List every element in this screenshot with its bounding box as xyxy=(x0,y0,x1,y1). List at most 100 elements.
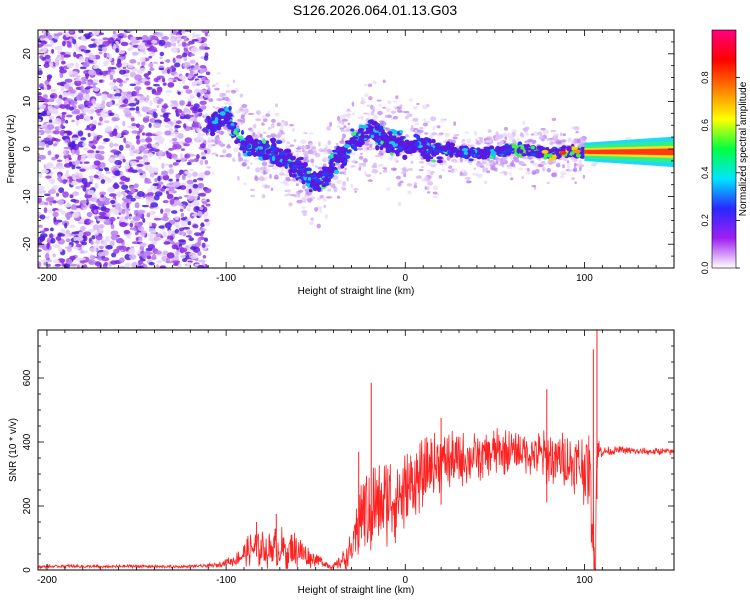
spectrogram-noise-cell xyxy=(201,30,208,34)
spectrogram-noise-cell xyxy=(79,168,86,172)
spectrogram-core-cell xyxy=(275,161,283,167)
spectrogram-noise-cell xyxy=(123,74,129,78)
spectrogram-halo-cell xyxy=(424,185,427,190)
spectrogram-noise-cell xyxy=(132,216,141,222)
spectrogram-noise-cell xyxy=(170,38,176,45)
spectrogram-halo-cell xyxy=(243,182,247,186)
spectrogram-noise-cell xyxy=(159,56,163,60)
spectrogram-noise-cell xyxy=(164,130,172,136)
spectrogram-noise-cell xyxy=(78,257,86,261)
spectrogram-noise-cell xyxy=(100,194,105,198)
spectrogram-halo-cell xyxy=(237,157,242,163)
spectrogram-halo-cell xyxy=(385,127,390,132)
spectrogram-halo-cell xyxy=(459,171,463,176)
spectrogram-noise-cell xyxy=(126,91,132,95)
spectrogram-noise-cell xyxy=(182,226,191,230)
spectrogram-halo-cell xyxy=(371,165,378,169)
spectrogram-noise-cell xyxy=(175,58,182,64)
spectrogram-noise-cell xyxy=(38,67,42,71)
spectrogram-core-cell xyxy=(482,149,490,153)
spectrogram-noise-cell xyxy=(131,169,138,173)
spectrogram-noise-cell xyxy=(194,111,199,119)
spectrogram-noise-cell xyxy=(84,127,92,131)
spectrogram-core-cell xyxy=(521,153,527,157)
spectrogram-halo-cell xyxy=(531,139,537,144)
spectrogram-halo-cell xyxy=(314,206,319,212)
spectrogram-halo-cell xyxy=(414,122,420,126)
spectrogram-halo-cell xyxy=(222,148,227,154)
spectrogram-noise-cell xyxy=(95,170,103,175)
spectrogram-noise-cell xyxy=(129,254,137,260)
colorbar-tick-label: 0.0 xyxy=(700,262,710,275)
spectrogram-noise-cell xyxy=(46,259,53,263)
colorbar-tick-label: 0.4 xyxy=(700,167,710,180)
spectrogram-noise-cell xyxy=(145,132,153,137)
spectrogram-noise-cell xyxy=(125,194,133,199)
spectrogram-noise-cell xyxy=(111,252,117,258)
spectrogram-noise-cell xyxy=(92,120,98,126)
spectrogram-marks xyxy=(38,30,674,268)
spectrogram-noise-cell xyxy=(156,86,163,93)
spectrogram-noise-cell xyxy=(205,84,210,88)
spectrogram-halo-cell xyxy=(485,139,489,142)
spectrogram-halo-cell xyxy=(571,177,576,181)
spectrogram-peak-cell xyxy=(541,149,549,154)
spectrogram-noise-cell xyxy=(162,231,167,237)
spectrogram-noise-cell xyxy=(98,51,103,55)
spectrogram-noise-cell xyxy=(161,162,165,169)
spectrogram-core-cell xyxy=(265,148,272,155)
spectrogram-noise-cell xyxy=(110,85,119,90)
spectrogram-noise-cell xyxy=(175,120,182,125)
spectrogram-noise-cell xyxy=(57,176,62,182)
spectrogram-noise-cell xyxy=(47,140,54,146)
spectrogram-halo-cell xyxy=(224,101,229,105)
spectrogram-halo-cell xyxy=(382,79,386,84)
spectrogram-noise-cell xyxy=(80,199,88,204)
spectrogram-noise-cell xyxy=(61,111,67,115)
spectrogram-noise-cell xyxy=(105,171,111,174)
spectrogram-noise-cell xyxy=(38,181,41,186)
spectrogram-noise-cell xyxy=(138,145,145,152)
spectrogram-noise-cell xyxy=(180,212,185,217)
spectrogram-halo-cell xyxy=(289,144,295,147)
spectrogram-core-cell xyxy=(359,135,365,141)
spectrogram-halo-cell xyxy=(230,90,237,94)
spectrogram-noise-cell xyxy=(52,253,56,258)
spectrogram-halo-cell xyxy=(262,131,267,134)
spectrogram-halo-cell xyxy=(395,95,399,100)
spectrogram-y-tick-label: -10 xyxy=(22,189,33,204)
spectrogram-halo-cell xyxy=(371,105,375,111)
spectrogram-halo-cell xyxy=(432,162,438,166)
spectrogram-noise-cell xyxy=(70,180,79,186)
spectrogram-noise-cell xyxy=(46,76,51,82)
spectrogram-noise-cell xyxy=(102,239,111,243)
spectrogram-noise-cell xyxy=(47,237,51,243)
snr-y-tick-label: 200 xyxy=(22,497,33,514)
spectrogram-noise-cell xyxy=(151,39,158,44)
spectrogram-noise-cell xyxy=(44,252,50,260)
spectrogram-halo-cell xyxy=(336,179,343,184)
spectrogram-halo-cell xyxy=(592,162,598,166)
spectrogram-noise-cell xyxy=(135,123,141,128)
spectrogram-core-cell xyxy=(301,179,306,185)
spectrogram-halo-cell xyxy=(571,126,575,129)
spectrogram-core-cell xyxy=(275,140,283,145)
spectrogram-noise-cell xyxy=(187,195,195,202)
spectrogram-noise-cell xyxy=(78,105,82,110)
spectrogram-noise-cell xyxy=(204,160,209,165)
spectrogram-noise-cell xyxy=(101,93,107,97)
spectrogram-noise-cell xyxy=(184,153,191,159)
spectrogram-noise-cell xyxy=(48,209,52,214)
spectrogram-noise-cell xyxy=(180,247,188,253)
spectrogram-halo-cell xyxy=(559,175,565,179)
spectrogram-noise-cell xyxy=(137,113,142,117)
spectrogram-noise-cell xyxy=(53,216,57,223)
spectrogram-core-cell xyxy=(579,155,585,159)
spectrogram-halo-cell xyxy=(340,129,346,132)
spectrogram-noise-cell xyxy=(150,238,155,242)
spectrogram-noise-cell xyxy=(153,91,162,96)
spectrogram-noise-cell xyxy=(196,92,201,98)
spectrogram-noise-cell xyxy=(58,187,65,194)
spectrogram-noise-cell xyxy=(87,108,95,115)
figure-title: S126.2026.064.01.13.G03 xyxy=(292,2,458,18)
